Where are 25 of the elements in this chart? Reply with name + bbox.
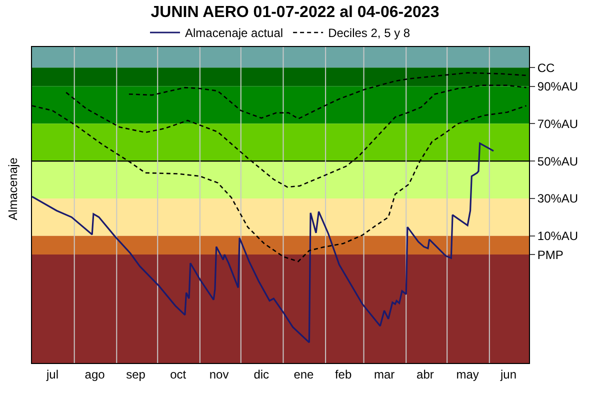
y-tick-label: 90%AU <box>537 79 578 94</box>
x-tick-label: jun <box>500 367 517 382</box>
y-tick-label: CC <box>537 60 556 75</box>
line-series <box>32 142 494 344</box>
y-tick-label: 50%AU <box>537 154 578 168</box>
x-tick-label: jul <box>45 367 58 382</box>
x-tick-label: abr <box>416 367 434 382</box>
legend-label: Almacenaje actual <box>185 26 284 40</box>
y-tick-label: 30%AU <box>537 192 578 206</box>
x-tick-label: nov <box>209 367 229 382</box>
y-tick-label: PMP <box>537 248 564 262</box>
line-series <box>128 72 527 120</box>
y-tick-label: 10%AU <box>537 229 578 244</box>
x-tick-label: may <box>456 367 479 382</box>
legend-label: Deciles 2, 5 y 8 <box>328 26 410 40</box>
x-tick-label: sep <box>126 367 146 382</box>
chart-title: JUNIN AERO 01-07-2022 al 04-06-2023 <box>150 4 440 22</box>
x-tick-label: mar <box>374 367 395 382</box>
y-axis-title: Almacenaje <box>6 157 20 220</box>
x-tick-label: ago <box>84 367 106 382</box>
x-tick-label: dic <box>254 367 270 382</box>
y-tick-label: 70%AU <box>537 116 578 131</box>
x-tick-label: ene <box>294 367 314 382</box>
x-tick-label: oct <box>170 367 187 382</box>
x-tick-label: feb <box>334 367 352 382</box>
